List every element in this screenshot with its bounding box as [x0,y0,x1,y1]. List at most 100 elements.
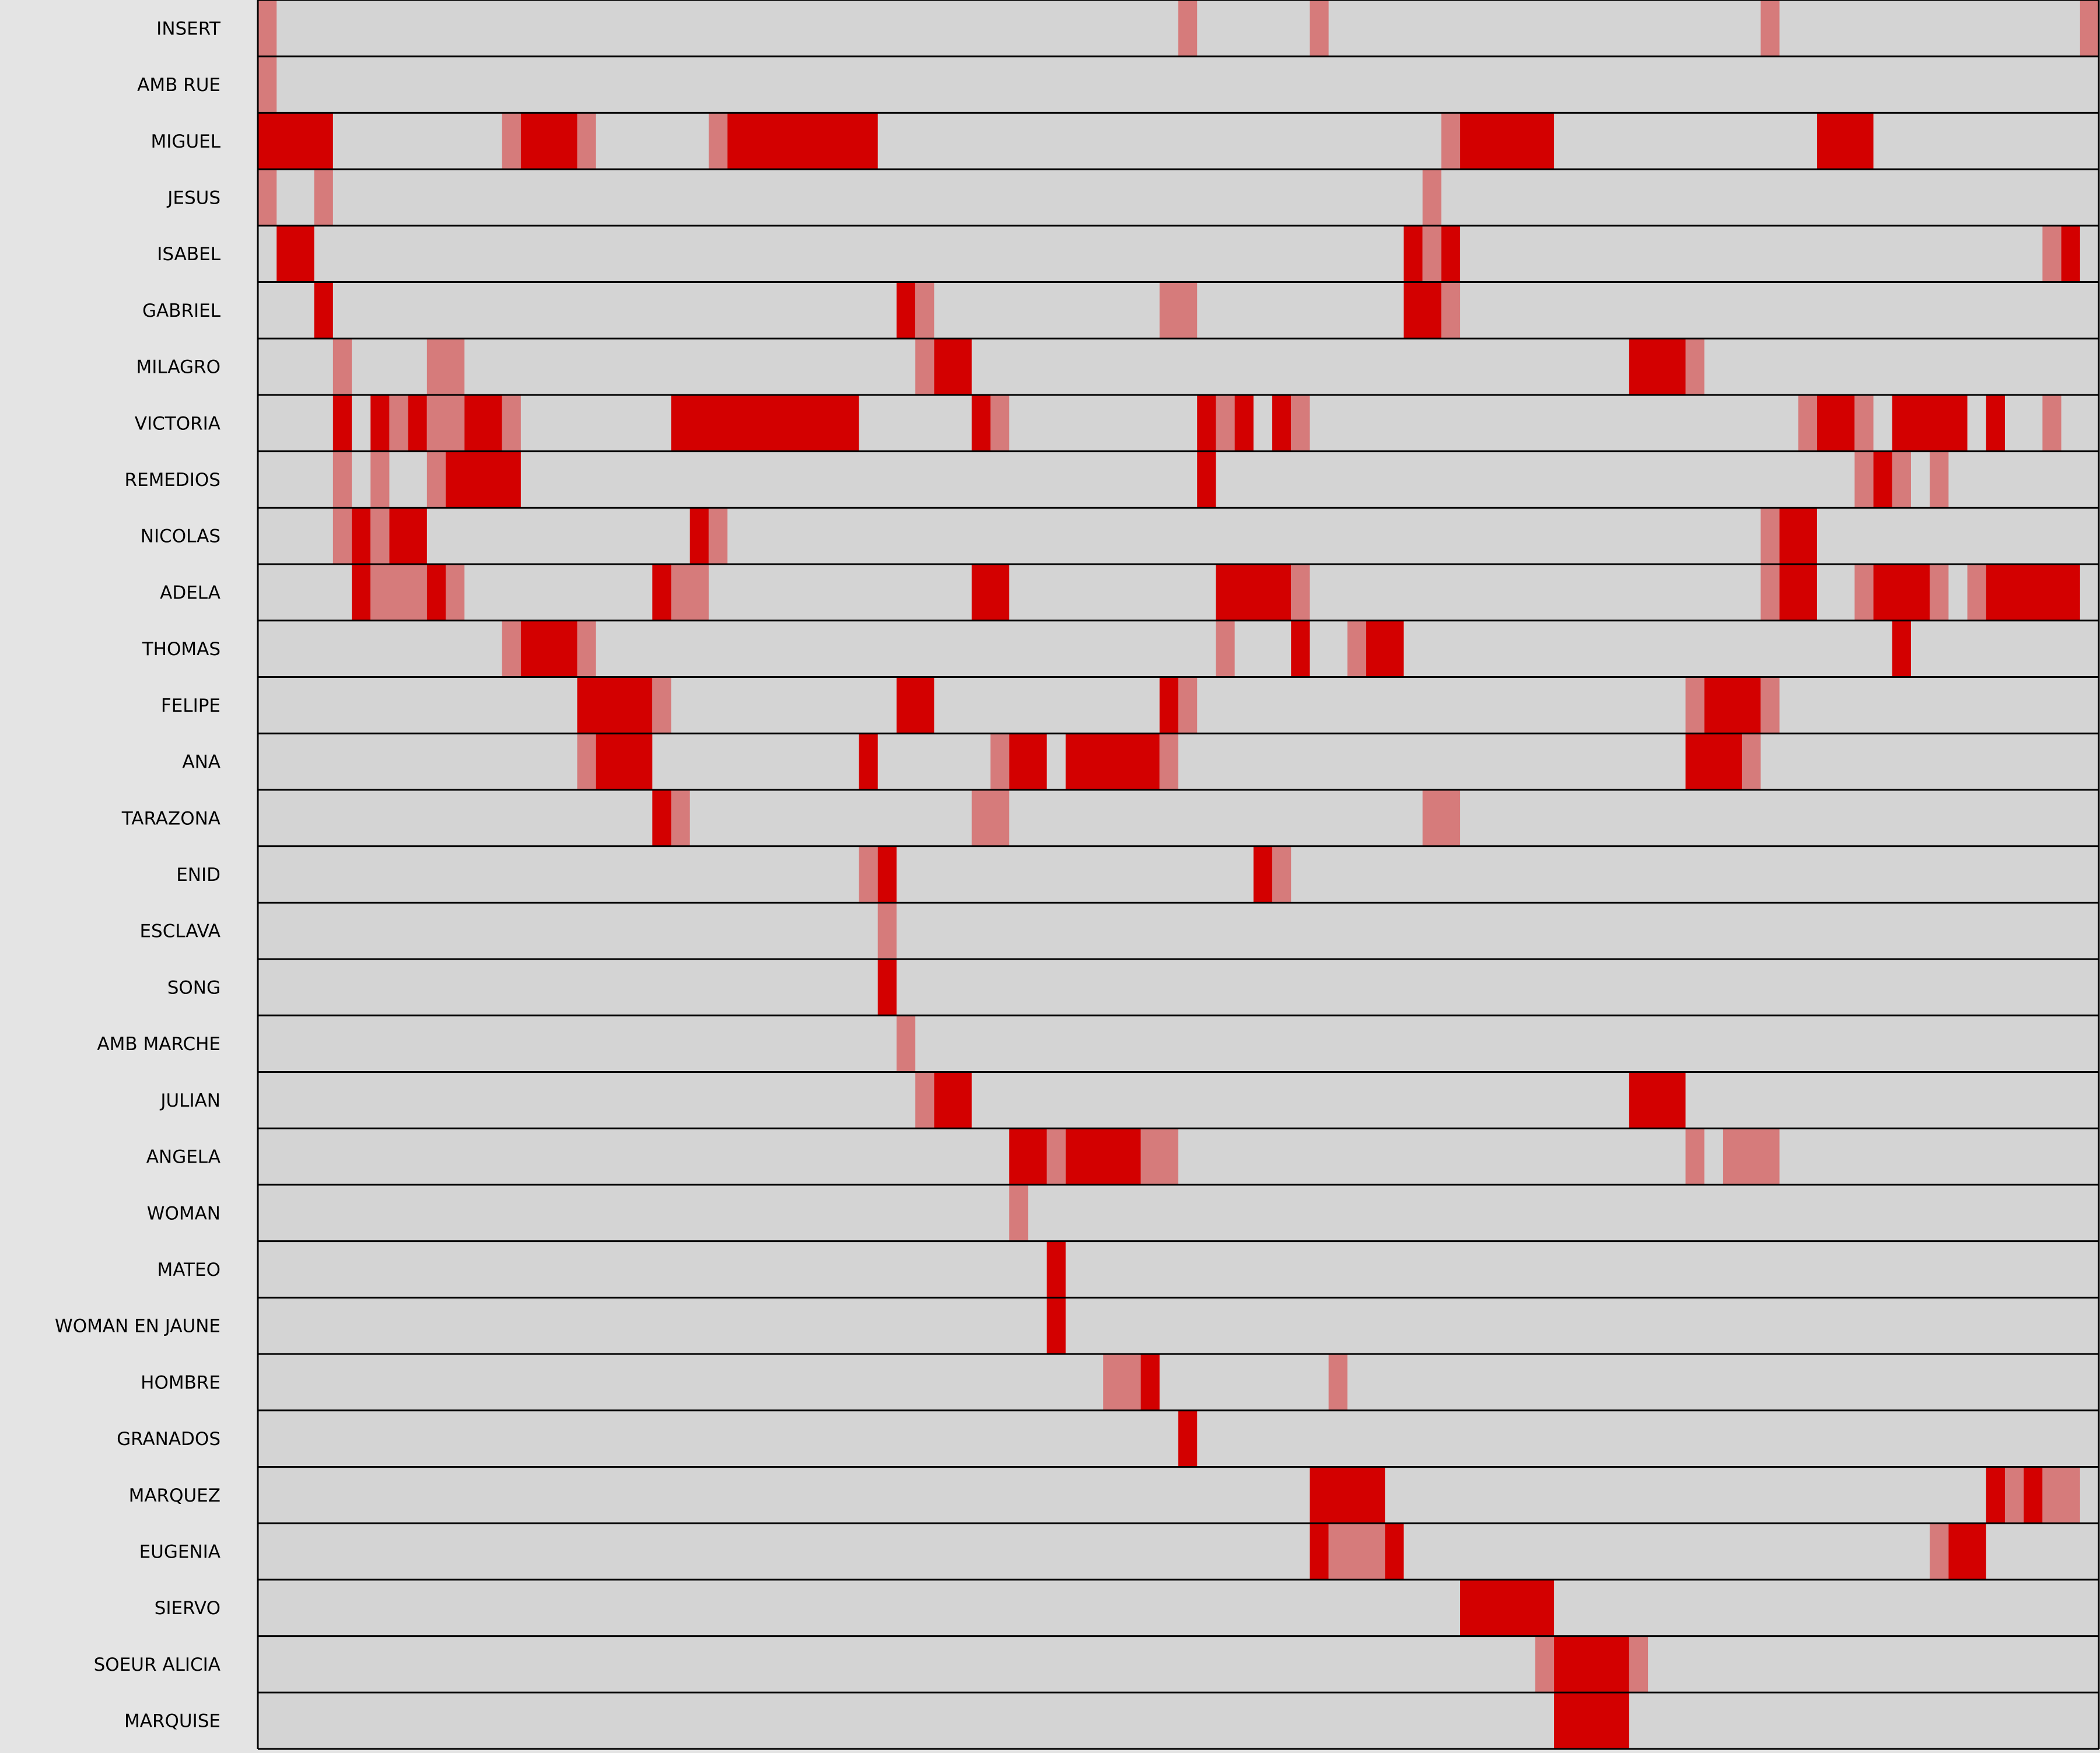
segment-present [1760,564,1780,621]
row-track [258,902,2099,960]
segment-speaking [1554,1692,1629,1749]
segment-speaking [971,394,991,452]
row-enid [258,846,2099,903]
row-gabriel [258,282,2099,339]
segment-present [370,508,390,565]
segment-present [1216,620,1235,677]
row-angela [258,1128,2099,1185]
segment-speaking [1441,225,1461,282]
row-label: HOMBRE [141,1372,220,1393]
segment-speaking [1948,1523,1986,1580]
segment-present [314,169,333,226]
row-soeur-alicia [258,1636,2099,1693]
segment-speaking [934,338,972,395]
segment-speaking [1046,1241,1066,1298]
row-marquise [258,1692,2099,1749]
segment-present [1347,620,1367,677]
row-miguel [258,113,2099,170]
segment-present [671,564,709,621]
segment-present [1422,169,1441,226]
segment-speaking [1685,733,1742,790]
segment-speaking [276,225,314,282]
row-jesus [258,169,2099,226]
segment-present [258,0,277,57]
segment-present [1685,1128,1704,1185]
segment-present [915,338,935,395]
row-track [258,959,2099,1016]
segment-present [859,846,878,903]
segment-speaking [1873,564,1930,621]
segment-present [1892,451,1911,508]
segment-speaking [1817,113,1874,170]
row-label: SOEUR ALICIA [94,1654,220,1675]
segment-present [971,789,1010,846]
segment-present [258,56,277,113]
segment-speaking [1310,1467,1385,1524]
segment-present [1216,394,1235,452]
segment-present [332,508,352,565]
row-label: SIERVO [155,1598,220,1619]
segment-present [708,508,728,565]
row-label: JESUS [166,187,220,208]
rows-layer [257,0,2100,1750]
row-esclava [258,902,2099,960]
segment-present [1685,677,1704,734]
row-label: GRANADOS [117,1429,220,1450]
segment-present [990,394,1010,452]
segment-present [1422,225,1441,282]
segment-speaking [332,394,352,452]
row-label: EUGENIA [139,1542,220,1563]
segment-speaking [1704,677,1761,734]
segment-present [258,169,277,226]
row-nicolas [258,508,2099,565]
row-label: FELIPE [161,695,220,716]
segment-present [1854,394,1874,452]
segment-present [671,789,690,846]
row-victoria [258,394,2099,452]
row-thomas [258,620,2099,677]
row-marquez [258,1467,2099,1524]
segment-speaking [1554,1636,1629,1693]
row-track [258,1523,2099,1580]
segment-present [577,620,596,677]
segment-speaking [1065,1128,1141,1185]
segment-speaking [1385,1523,1404,1580]
segment-speaking [1779,564,1817,621]
row-label: ANA [182,752,220,773]
segment-speaking [1892,620,1911,677]
segment-present [1310,0,1329,57]
segment-speaking [352,564,371,621]
segment-present [1291,564,1310,621]
row-label: ESCLAVA [139,921,220,942]
row-track [258,56,2099,113]
row-track [258,846,2099,903]
row-track [258,1636,2099,1693]
row-label: MIGUEL [151,131,221,152]
segment-present [1159,282,1198,339]
segment-speaking [1065,733,1160,790]
row-hombre [258,1354,2099,1411]
row-track [258,508,2099,565]
segment-present [1854,564,1874,621]
segment-present [990,733,1010,790]
segment-speaking [1779,508,1817,565]
segment-speaking [426,564,446,621]
segment-present [1441,113,1461,170]
row-label: JULIAN [159,1090,220,1111]
row-eugenia [258,1523,2099,1580]
segment-present [1535,1636,1555,1693]
row-siervo [258,1579,2099,1636]
segment-speaking [1159,677,1178,734]
segment-speaking [1253,846,1273,903]
row-woman-en-jaune [258,1297,2099,1355]
segment-present [502,113,521,170]
row-label: TARAZONA [121,808,220,829]
segment-present [1930,564,1949,621]
segment-present [502,620,521,677]
segment-speaking [1178,1410,1198,1467]
segment-speaking [671,394,859,452]
segment-speaking [896,282,916,339]
segment-present [2042,394,2062,452]
segment-speaking [1460,1579,1555,1636]
row-track [258,338,2099,395]
